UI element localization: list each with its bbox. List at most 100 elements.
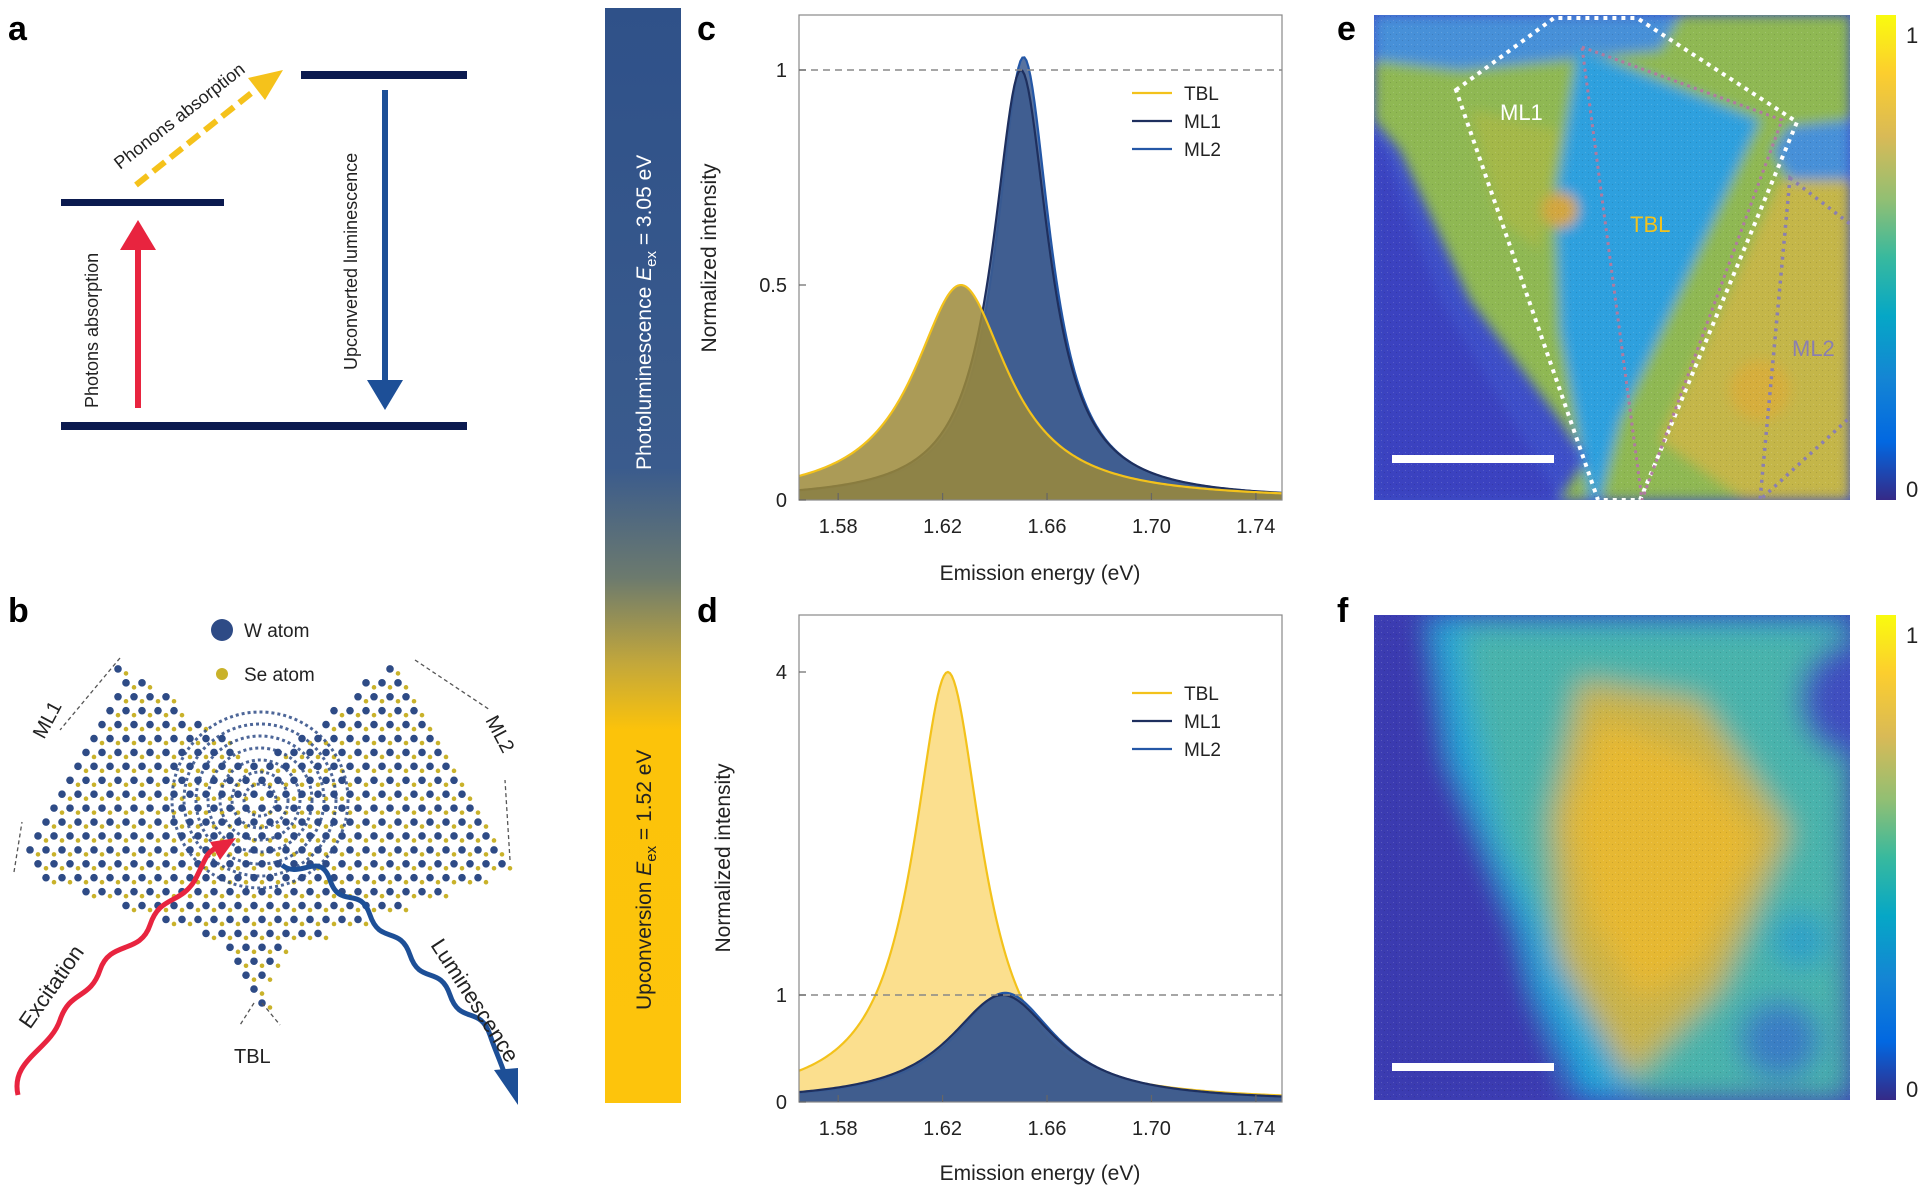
w-atom <box>354 720 362 729</box>
w-atom <box>306 748 314 757</box>
w-atom <box>194 887 202 896</box>
se-atom <box>443 866 449 871</box>
w-atom <box>74 846 82 854</box>
w-atom <box>250 957 258 966</box>
se-atom <box>379 726 385 732</box>
moire-ring <box>194 734 326 866</box>
w-atom <box>122 873 130 882</box>
w-atom <box>66 832 74 840</box>
ml2-outline <box>1758 174 1850 500</box>
w-atom <box>282 818 290 826</box>
w-atom <box>434 804 442 812</box>
se-atom <box>155 754 161 760</box>
se-atom <box>435 796 441 801</box>
se-atom <box>379 838 385 843</box>
se-atom <box>379 754 385 760</box>
luminescence-wave <box>280 862 518 1105</box>
se-atom <box>179 824 185 829</box>
w-atom <box>258 915 266 924</box>
w-atom <box>378 873 386 882</box>
w-atom <box>122 790 130 798</box>
w-atom <box>370 860 378 868</box>
legend-label-tbl: TBL <box>1184 684 1219 705</box>
w-atom <box>434 832 442 840</box>
w-atom <box>330 762 338 771</box>
se-atom <box>459 866 465 871</box>
w-atom <box>90 873 98 882</box>
w-atom <box>354 887 362 896</box>
w-atom <box>50 832 58 840</box>
w-atom <box>130 860 138 868</box>
chart-d-xlabel: Emission energy (eV) <box>940 1162 1141 1185</box>
se-atom <box>83 852 89 857</box>
w-atom <box>34 860 42 868</box>
se-atom <box>323 879 329 885</box>
w-atom <box>122 846 130 854</box>
se-atom <box>291 796 297 801</box>
w-atom <box>338 720 346 729</box>
w-atom <box>98 720 106 729</box>
w-atom <box>426 873 434 882</box>
panel-letter-d: d <box>697 592 718 630</box>
se-atom <box>451 852 457 857</box>
photon-arrow <box>120 220 156 408</box>
se-atom <box>275 935 281 941</box>
w-atom <box>98 887 106 896</box>
w-atom <box>314 790 322 798</box>
w-atom <box>362 706 370 715</box>
se-atom <box>147 768 153 774</box>
w-atom <box>306 832 314 840</box>
w-atom <box>138 734 146 743</box>
se-atom <box>227 907 233 913</box>
w-atom <box>466 804 474 812</box>
se-atom <box>179 907 185 913</box>
panel-letter-f: f <box>1337 592 1349 630</box>
w-atom <box>34 832 42 840</box>
se-atom <box>283 838 289 843</box>
se-atom <box>91 782 97 788</box>
w-atom <box>58 790 66 798</box>
w-atom <box>370 692 378 701</box>
w-atom <box>370 804 378 812</box>
legend-label-ml1: ML1 <box>1184 112 1221 133</box>
se-atom <box>347 838 353 843</box>
w-atom <box>394 901 402 910</box>
w-atom <box>290 804 298 812</box>
w-atom <box>266 929 274 938</box>
se-atom <box>51 852 57 857</box>
w-atom <box>354 915 362 924</box>
panel-letter-e: e <box>1337 10 1356 48</box>
se-atom <box>147 740 153 746</box>
se-atom <box>387 852 393 857</box>
se-atom <box>139 782 145 788</box>
w-atom <box>130 776 138 785</box>
w-atom <box>394 846 402 854</box>
w-atom <box>146 832 154 840</box>
photons-absorption-label: Photons absorption <box>82 253 102 408</box>
w-atom <box>354 860 362 868</box>
se-atom <box>91 893 97 899</box>
se-atom <box>403 879 409 885</box>
se-atom <box>467 796 473 801</box>
w-atom <box>346 818 354 826</box>
se-atom <box>115 740 121 746</box>
w-atom <box>82 832 90 840</box>
w-atom <box>490 846 498 854</box>
se-atom <box>339 852 345 857</box>
w-atom <box>146 804 154 812</box>
legend-label-ml2: ML2 <box>1184 740 1221 761</box>
w-atom <box>138 790 146 798</box>
w-atom <box>154 818 162 826</box>
se-atom <box>451 879 457 885</box>
se-atom <box>491 866 497 871</box>
w-atom <box>42 846 50 854</box>
se-atom <box>147 685 153 690</box>
w-atom <box>162 776 170 785</box>
se-atom <box>123 866 129 871</box>
w-atom <box>346 846 354 854</box>
se-atom <box>451 824 457 829</box>
se-atom <box>219 893 225 899</box>
se-atom <box>371 768 377 774</box>
se-atom <box>331 921 337 927</box>
w-atom <box>402 748 410 757</box>
